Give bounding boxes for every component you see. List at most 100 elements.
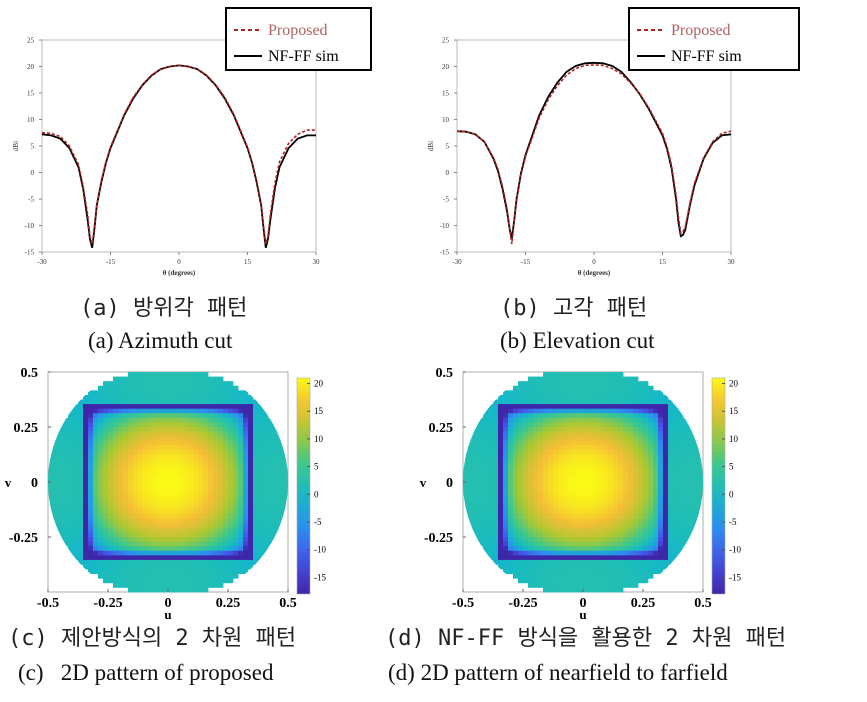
heatmap-cell: [188, 527, 194, 533]
heatmap-cell: [673, 555, 679, 561]
heatmap-cell: [258, 509, 264, 515]
heatmap-cell: [228, 381, 234, 387]
heatmap-cell: [468, 523, 474, 529]
heatmap-cell: [218, 431, 224, 437]
heatmap-cell: [523, 463, 529, 469]
heatmap-cell: [648, 504, 654, 510]
heatmap-cell: [78, 472, 84, 478]
heatmap-cell: [178, 390, 184, 396]
heatmap-cell: [598, 394, 604, 400]
heatmap-cell: [213, 445, 219, 451]
heatmap-cell: [278, 482, 284, 487]
heatmap-cell: [678, 449, 684, 455]
heatmap-cell: [518, 413, 524, 419]
heatmap-cell: [223, 569, 229, 575]
heatmap-cell: [83, 408, 89, 414]
heatmap-cell: [108, 417, 114, 423]
heatmap-cell: [173, 477, 179, 483]
heatmap-cell: [578, 459, 584, 465]
heatmap-cell: [193, 454, 199, 460]
heatmap-cell: [113, 422, 119, 428]
heatmap-cell: [198, 399, 204, 405]
heatmap-cell: [623, 546, 629, 552]
heatmap-cell: [173, 587, 179, 593]
heatmap-cell: [128, 491, 134, 497]
heatmap-cell: [113, 459, 119, 465]
heatmap-cell: [208, 394, 214, 400]
heatmap-cell: [233, 555, 239, 561]
heatmap-cell: [563, 459, 569, 465]
heatmap-cell: [533, 546, 539, 552]
heatmap-cell: [648, 440, 654, 446]
heatmap-cell: [153, 376, 159, 382]
heatmap-cell: [658, 422, 664, 428]
heatmap-cell: [648, 550, 654, 556]
heatmap-cell: [673, 537, 679, 542]
heatmap-cell: [138, 518, 144, 524]
heatmap-cell: [518, 445, 524, 451]
heatmap-cell: [218, 582, 224, 588]
heatmap-cell: [513, 546, 519, 552]
heatmap-cell: [163, 449, 169, 455]
heatmap-cell: [143, 463, 149, 469]
heatmap-cell: [673, 527, 679, 533]
heatmap-cell: [598, 436, 604, 442]
heatmap-cell: [483, 541, 489, 547]
heatmap-cell: [648, 509, 654, 515]
heatmap-cell: [68, 550, 74, 556]
heatmap-cell: [643, 394, 649, 400]
heatmap-cell: [578, 550, 584, 556]
heatmap-cell: [683, 541, 689, 547]
heatmap-cell: [88, 523, 94, 529]
heatmap-cell: [603, 372, 609, 377]
heatmap-cell: [583, 541, 589, 547]
heatmap-cell: [698, 463, 703, 469]
heatmap-cell: [163, 537, 169, 542]
heatmap-cell: [653, 436, 659, 442]
heatmap-cell: [538, 541, 544, 547]
heatmap-cell: [533, 468, 539, 474]
heatmap-cell: [613, 537, 619, 542]
heatmap-cell: [143, 408, 149, 414]
heatmap-cell: [593, 468, 599, 474]
heatmap-cell: [183, 431, 189, 437]
heatmap-cell: [48, 504, 54, 510]
heatmap-cell: [543, 422, 549, 428]
heatmap-cell: [203, 587, 209, 593]
heatmap-cell: [53, 472, 59, 478]
heatmap-cell: [518, 578, 524, 584]
heatmap-cell: [573, 472, 579, 478]
heatmap-cell: [638, 578, 644, 584]
heatmap-cell: [143, 527, 149, 533]
heatmap-cell: [533, 436, 539, 442]
colorbar-tick-label: -15: [729, 572, 741, 582]
heatmap-cell: [663, 427, 669, 432]
x-tick-label: 0: [580, 596, 587, 611]
y-tick-label: 0.25: [429, 421, 454, 436]
heatmap-cell: [168, 578, 174, 584]
heatmap-cell: [548, 573, 554, 579]
heatmap-cell: [508, 431, 514, 437]
heatmap-cell: [203, 550, 209, 556]
heatmap-cell: [88, 404, 94, 410]
heatmap-cell: [468, 449, 474, 455]
heatmap-cell: [143, 477, 149, 483]
heatmap-cell: [53, 436, 59, 442]
heatmap-cell: [638, 381, 644, 387]
heatmap-cell: [593, 427, 599, 432]
heatmap-cell: [118, 582, 124, 588]
heatmap-cell: [183, 449, 189, 455]
heatmap-cell: [508, 463, 514, 469]
heatmap-cell: [638, 468, 644, 474]
heatmap-cell: [503, 404, 509, 410]
heatmap-cell: [188, 372, 194, 377]
heatmap-cell: [98, 546, 104, 552]
heatmap-cell: [153, 559, 159, 565]
heatmap-cell: [118, 578, 124, 584]
heatmap-cell: [588, 559, 594, 565]
heatmap-cell: [568, 532, 574, 538]
heatmap-cell: [88, 509, 94, 515]
heatmap-cell: [623, 559, 629, 565]
heatmap-cell: [163, 376, 169, 382]
heatmap-cell: [553, 436, 559, 442]
